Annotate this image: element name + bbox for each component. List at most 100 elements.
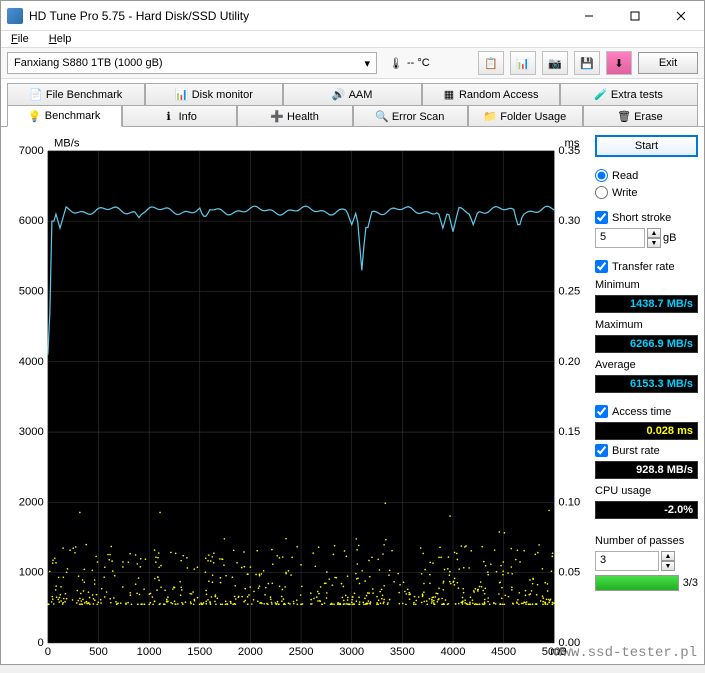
average-label: Average [595,359,698,371]
minimize-button[interactable] [566,1,612,31]
cpu-usage-label: CPU usage [595,485,698,497]
random-icon: ▦ [443,89,455,101]
svg-text:0.05: 0.05 [558,567,580,579]
tab-disk-monitor[interactable]: 📊Disk monitor [145,83,283,105]
access-time-check[interactable]: Access time [595,405,698,418]
svg-text:MB/s: MB/s [54,138,80,150]
svg-text:0.15: 0.15 [558,426,580,438]
temperature-display: 🌡 -- °C [383,55,436,72]
tab-row-bottom: 💡BenchmarkℹInfo➕Health🔍Error Scan📁Folder… [7,105,698,127]
tab-benchmark[interactable]: 💡Benchmark [7,105,122,127]
svg-text:2000: 2000 [19,496,44,508]
svg-text:3000: 3000 [19,426,44,438]
drive-select-text: Fanxiang S880 1TB (1000 gB) [14,57,163,69]
svg-text:2500: 2500 [289,646,314,658]
maximum-label: Maximum [595,319,698,331]
tab-folder-usage[interactable]: 📁Folder Usage [468,105,583,127]
svg-text:6000: 6000 [19,215,44,227]
info-icon: ℹ [163,111,175,123]
menu-file[interactable]: File [5,31,35,47]
window-title: HD Tune Pro 5.75 - Hard Disk/SSD Utility [29,9,566,23]
average-value: 6153.3 MB/s [595,375,698,393]
cpu-usage-value: -2.0% [595,501,698,519]
passes-progress: 3/3 [595,575,698,591]
svg-text:0: 0 [45,646,51,658]
copy-screenshot-button[interactable]: 📊 [510,51,536,75]
svg-text:3000: 3000 [339,646,364,658]
spinner-down[interactable]: ▼ [647,238,661,248]
short-stroke-spinner[interactable]: 5 ▲▼ gB [595,228,698,248]
svg-text:0.30: 0.30 [558,215,580,227]
tab-file-benchmark[interactable]: 📄File Benchmark [7,83,145,105]
temperature-value: -- °C [407,57,430,69]
svg-text:7000: 7000 [19,145,44,157]
write-radio[interactable]: Write [595,186,698,199]
passes-progress-text: 3/3 [683,577,698,589]
speaker-icon: 🔊 [333,89,345,101]
passes-up[interactable]: ▲ [661,551,675,561]
menu-help[interactable]: Help [43,31,78,47]
svg-text:4000: 4000 [19,356,44,368]
exit-button[interactable]: Exit [638,52,698,74]
tabs-container: 📄File Benchmark📊Disk monitor🔊AAM▦Random … [1,79,704,127]
access-time-value: 0.028 ms [595,422,698,440]
maximize-button[interactable] [612,1,658,31]
maximum-value: 6266.9 MB/s [595,335,698,353]
spinner-up[interactable]: ▲ [647,228,661,238]
passes-spinner[interactable]: 3 ▲▼ [595,551,698,571]
tab-health[interactable]: ➕Health [237,105,352,127]
error-icon: 🔍 [376,111,388,123]
copy-text-button[interactable]: 📋 [478,51,504,75]
titlebar: HD Tune Pro 5.75 - Hard Disk/SSD Utility [1,1,704,31]
svg-text:4000: 4000 [441,646,466,658]
toolbar: Fanxiang S880 1TB (1000 gB) ▾ 🌡 -- °C 📋 … [1,48,704,79]
svg-text:0.10: 0.10 [558,496,580,508]
options-button[interactable]: ⬇ [606,51,632,75]
tab-aam[interactable]: 🔊AAM [283,83,421,105]
svg-text:5000: 5000 [19,286,44,298]
svg-text:3500: 3500 [390,646,415,658]
tab-row-top: 📄File Benchmark📊Disk monitor🔊AAM▦Random … [7,83,698,105]
short-stroke-unit: gB [663,232,676,244]
burst-rate-check[interactable]: Burst rate [595,444,698,457]
minimum-value: 1438.7 MB/s [595,295,698,313]
passes-input[interactable]: 3 [595,551,659,571]
transfer-rate-check[interactable]: Transfer rate [595,260,698,273]
menubar: File Help [1,31,704,48]
read-radio[interactable]: Read [595,169,698,182]
short-stroke-check[interactable]: Short stroke [595,211,698,224]
start-button[interactable]: Start [595,135,698,157]
side-panel: Start Read Write Short stroke 5 ▲▼ gB Tr… [595,133,698,667]
save-button[interactable]: 💾 [574,51,600,75]
burst-rate-value: 928.8 MB/s [595,461,698,479]
app-icon [7,8,23,24]
tab-erase[interactable]: 🗑Erase [583,105,698,127]
screenshot-button[interactable]: 📷 [542,51,568,75]
svg-text:0.20: 0.20 [558,356,580,368]
benchmark-chart: 010002000300040005000600070000.000.050.1… [7,133,589,667]
svg-text:1500: 1500 [187,646,212,658]
health-icon: ➕ [271,111,283,123]
passes-down[interactable]: ▼ [661,561,675,571]
svg-text:2000: 2000 [238,646,263,658]
close-button[interactable] [658,1,704,31]
short-stroke-input[interactable]: 5 [595,228,645,248]
app-window: HD Tune Pro 5.75 - Hard Disk/SSD Utility… [0,0,705,665]
minimum-label: Minimum [595,279,698,291]
drive-select[interactable]: Fanxiang S880 1TB (1000 gB) ▾ [7,52,377,74]
erase-icon: 🗑 [618,111,630,123]
tab-info[interactable]: ℹInfo [122,105,237,127]
content-area: 010002000300040005000600070000.000.050.1… [1,126,704,673]
thermometer-icon: 🌡 [389,57,403,70]
svg-text:mB: mB [550,646,567,658]
chevron-down-icon: ▾ [364,57,370,70]
monitor-icon: 📊 [176,89,188,101]
folder-icon: 📁 [484,111,496,123]
file-icon: 📄 [30,89,42,101]
svg-text:1000: 1000 [19,567,44,579]
tab-extra-tests[interactable]: 🧪Extra tests [560,83,698,105]
tab-random-access[interactable]: ▦Random Access [422,83,560,105]
tab-error-scan[interactable]: 🔍Error Scan [353,105,468,127]
chart-svg: 010002000300040005000600070000.000.050.1… [7,133,589,667]
extra-icon: 🧪 [595,89,607,101]
